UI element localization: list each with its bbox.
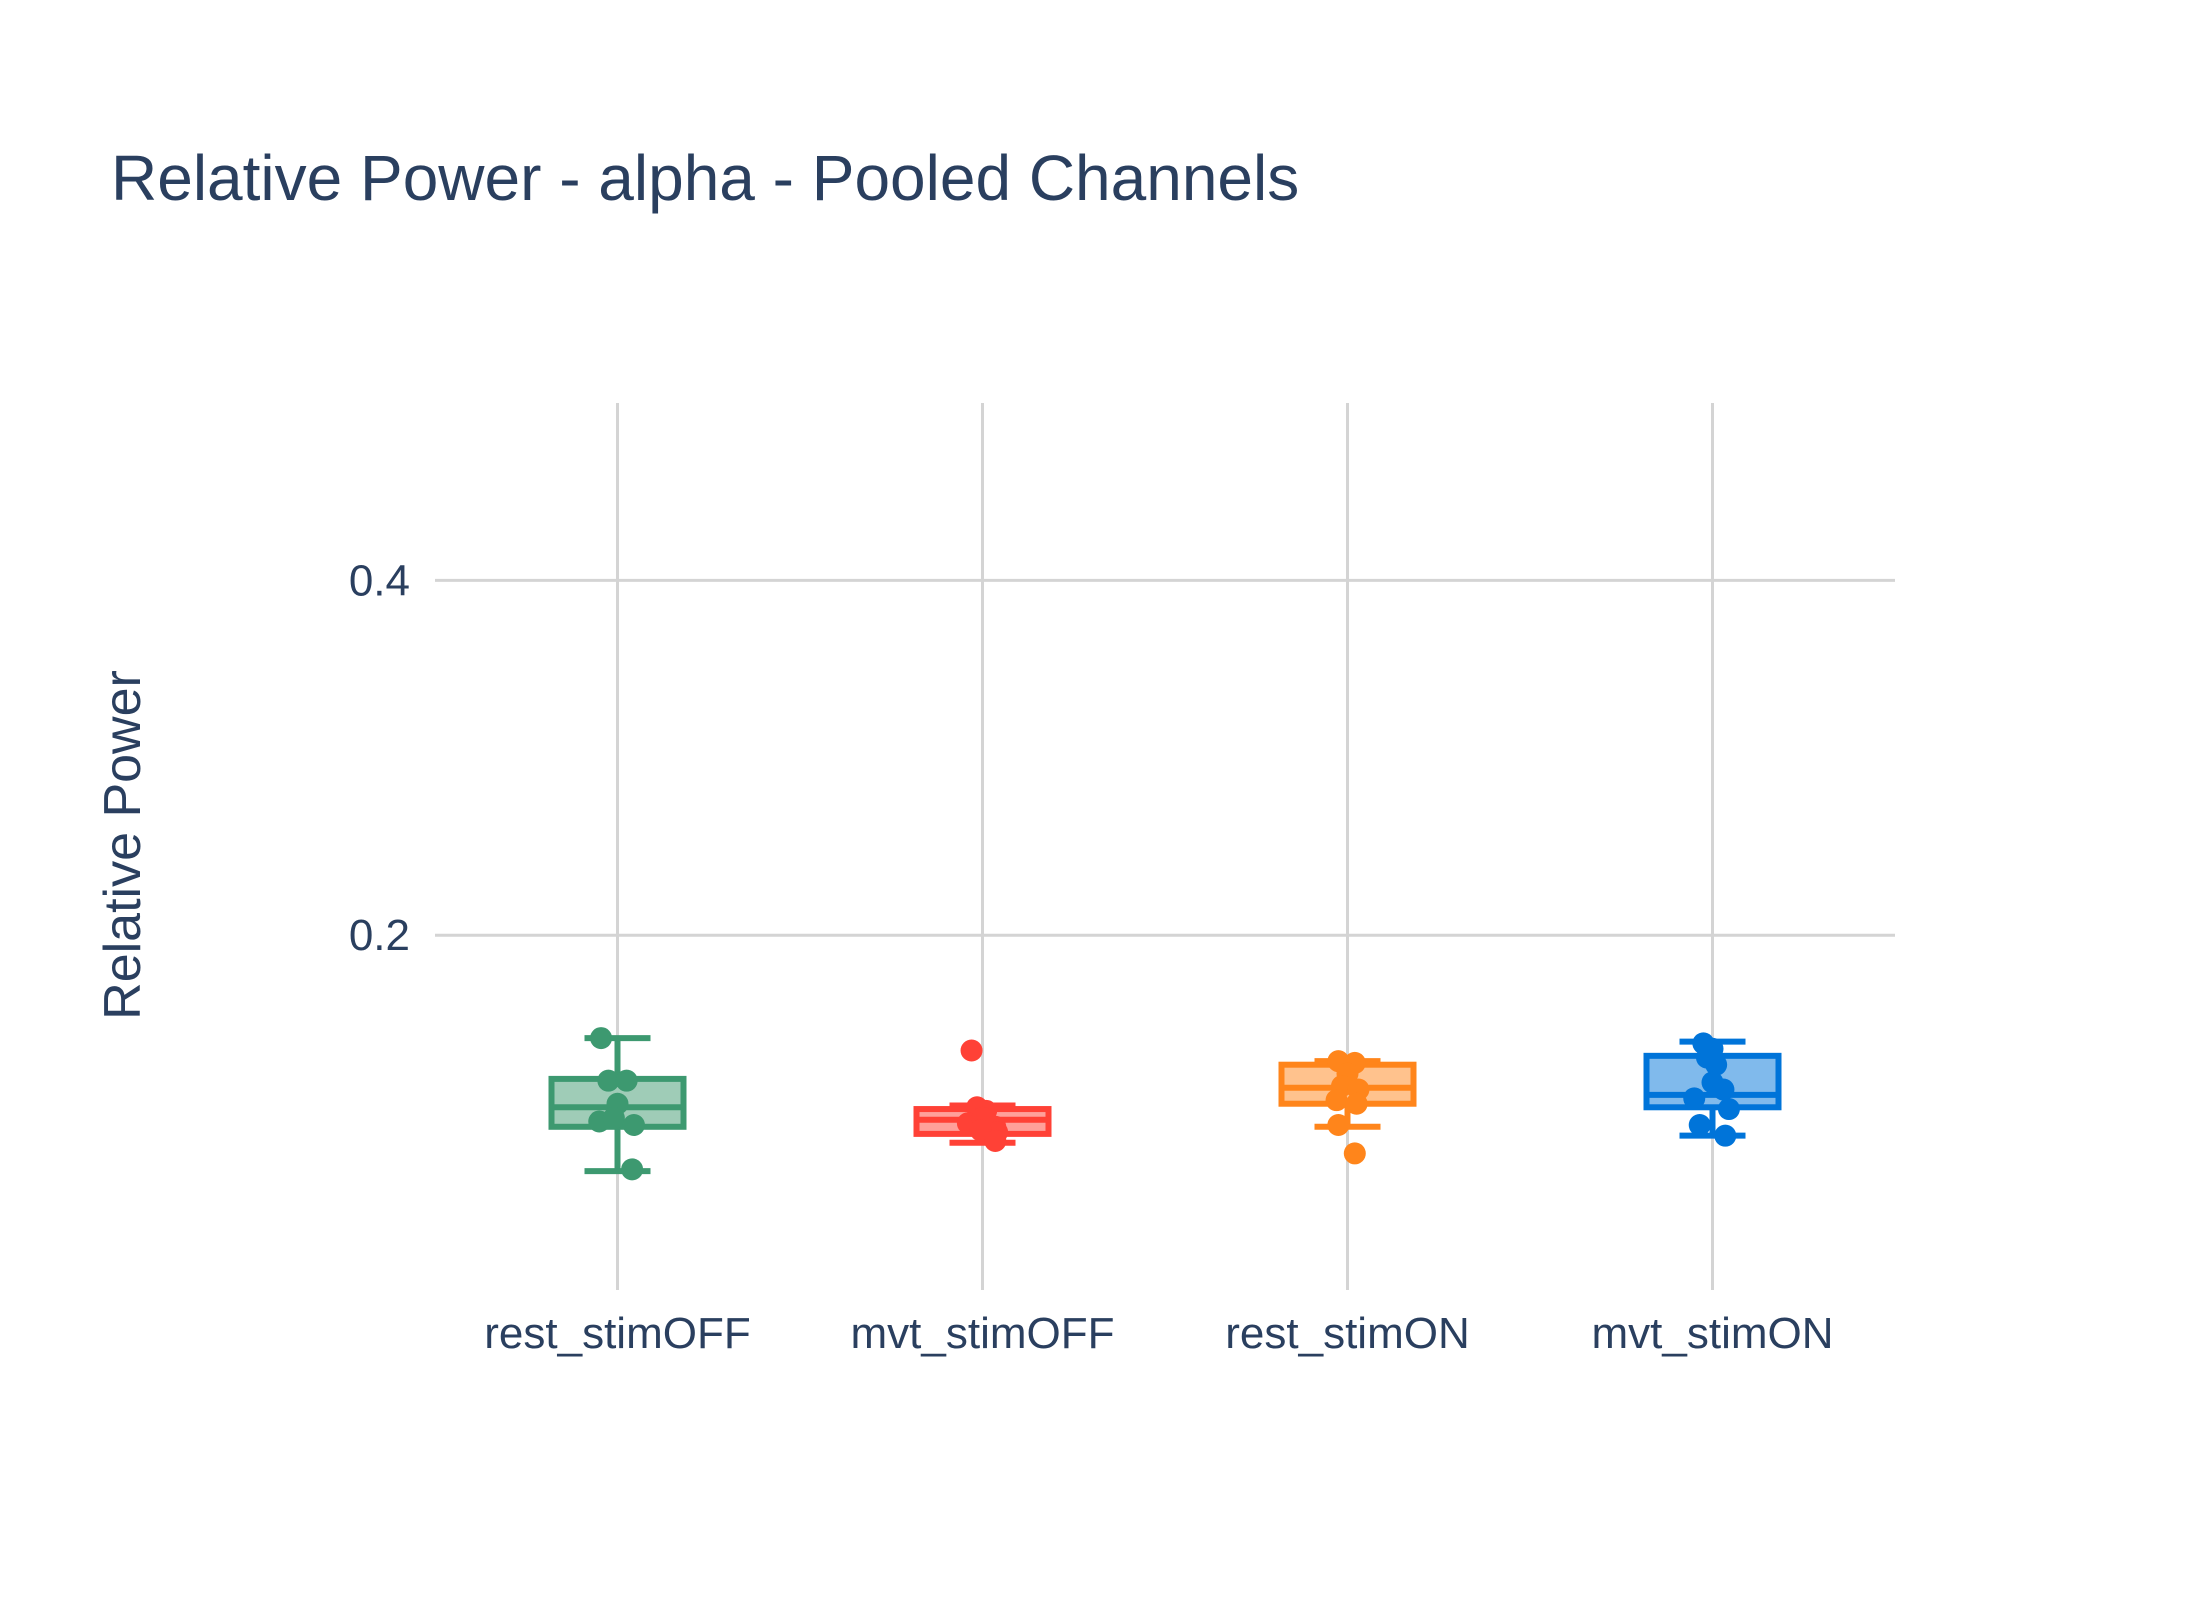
data-point[interactable]: [1688, 1114, 1711, 1137]
data-point[interactable]: [1343, 1142, 1366, 1165]
data-point[interactable]: [1327, 1114, 1350, 1137]
data-point[interactable]: [1714, 1124, 1737, 1147]
data-point[interactable]: [621, 1158, 644, 1181]
x-axis-ticks: rest_stimOFF mvt_stimOFF rest_stimON mvt_st…: [484, 1309, 1833, 1358]
data-point[interactable]: [984, 1129, 1007, 1152]
y-axis-title: Relative Power: [94, 670, 152, 1020]
data-point[interactable]: [1345, 1092, 1368, 1115]
x-tick-label: mvt_stimOFF: [851, 1309, 1115, 1358]
data-point[interactable]: [1325, 1089, 1348, 1112]
box-layer: [548, 1035, 1782, 1175]
data-point[interactable]: [1717, 1098, 1740, 1121]
y-tick-label: 0.2: [349, 911, 410, 960]
y-axis-ticks: 0.2 0.4: [349, 556, 410, 960]
point-layer: [588, 1027, 1740, 1181]
data-point[interactable]: [602, 1106, 625, 1129]
data-point[interactable]: [1712, 1078, 1735, 1101]
x-tick-label: rest_stimON: [1225, 1309, 1469, 1358]
chart-title: Relative Power - alpha - Pooled Channels: [111, 142, 1299, 214]
x-tick-label: mvt_stimON: [1592, 1309, 1834, 1358]
data-point[interactable]: [960, 1039, 983, 1062]
data-point[interactable]: [1705, 1053, 1728, 1076]
x-tick-label: rest_stimOFF: [484, 1309, 750, 1358]
data-point[interactable]: [622, 1114, 645, 1137]
data-point[interactable]: [590, 1027, 613, 1050]
data-point[interactable]: [615, 1069, 638, 1092]
grid-layer: [435, 403, 1895, 1290]
y-tick-label: 0.4: [349, 556, 410, 605]
data-point[interactable]: [597, 1069, 620, 1092]
data-point[interactable]: [1683, 1087, 1706, 1110]
